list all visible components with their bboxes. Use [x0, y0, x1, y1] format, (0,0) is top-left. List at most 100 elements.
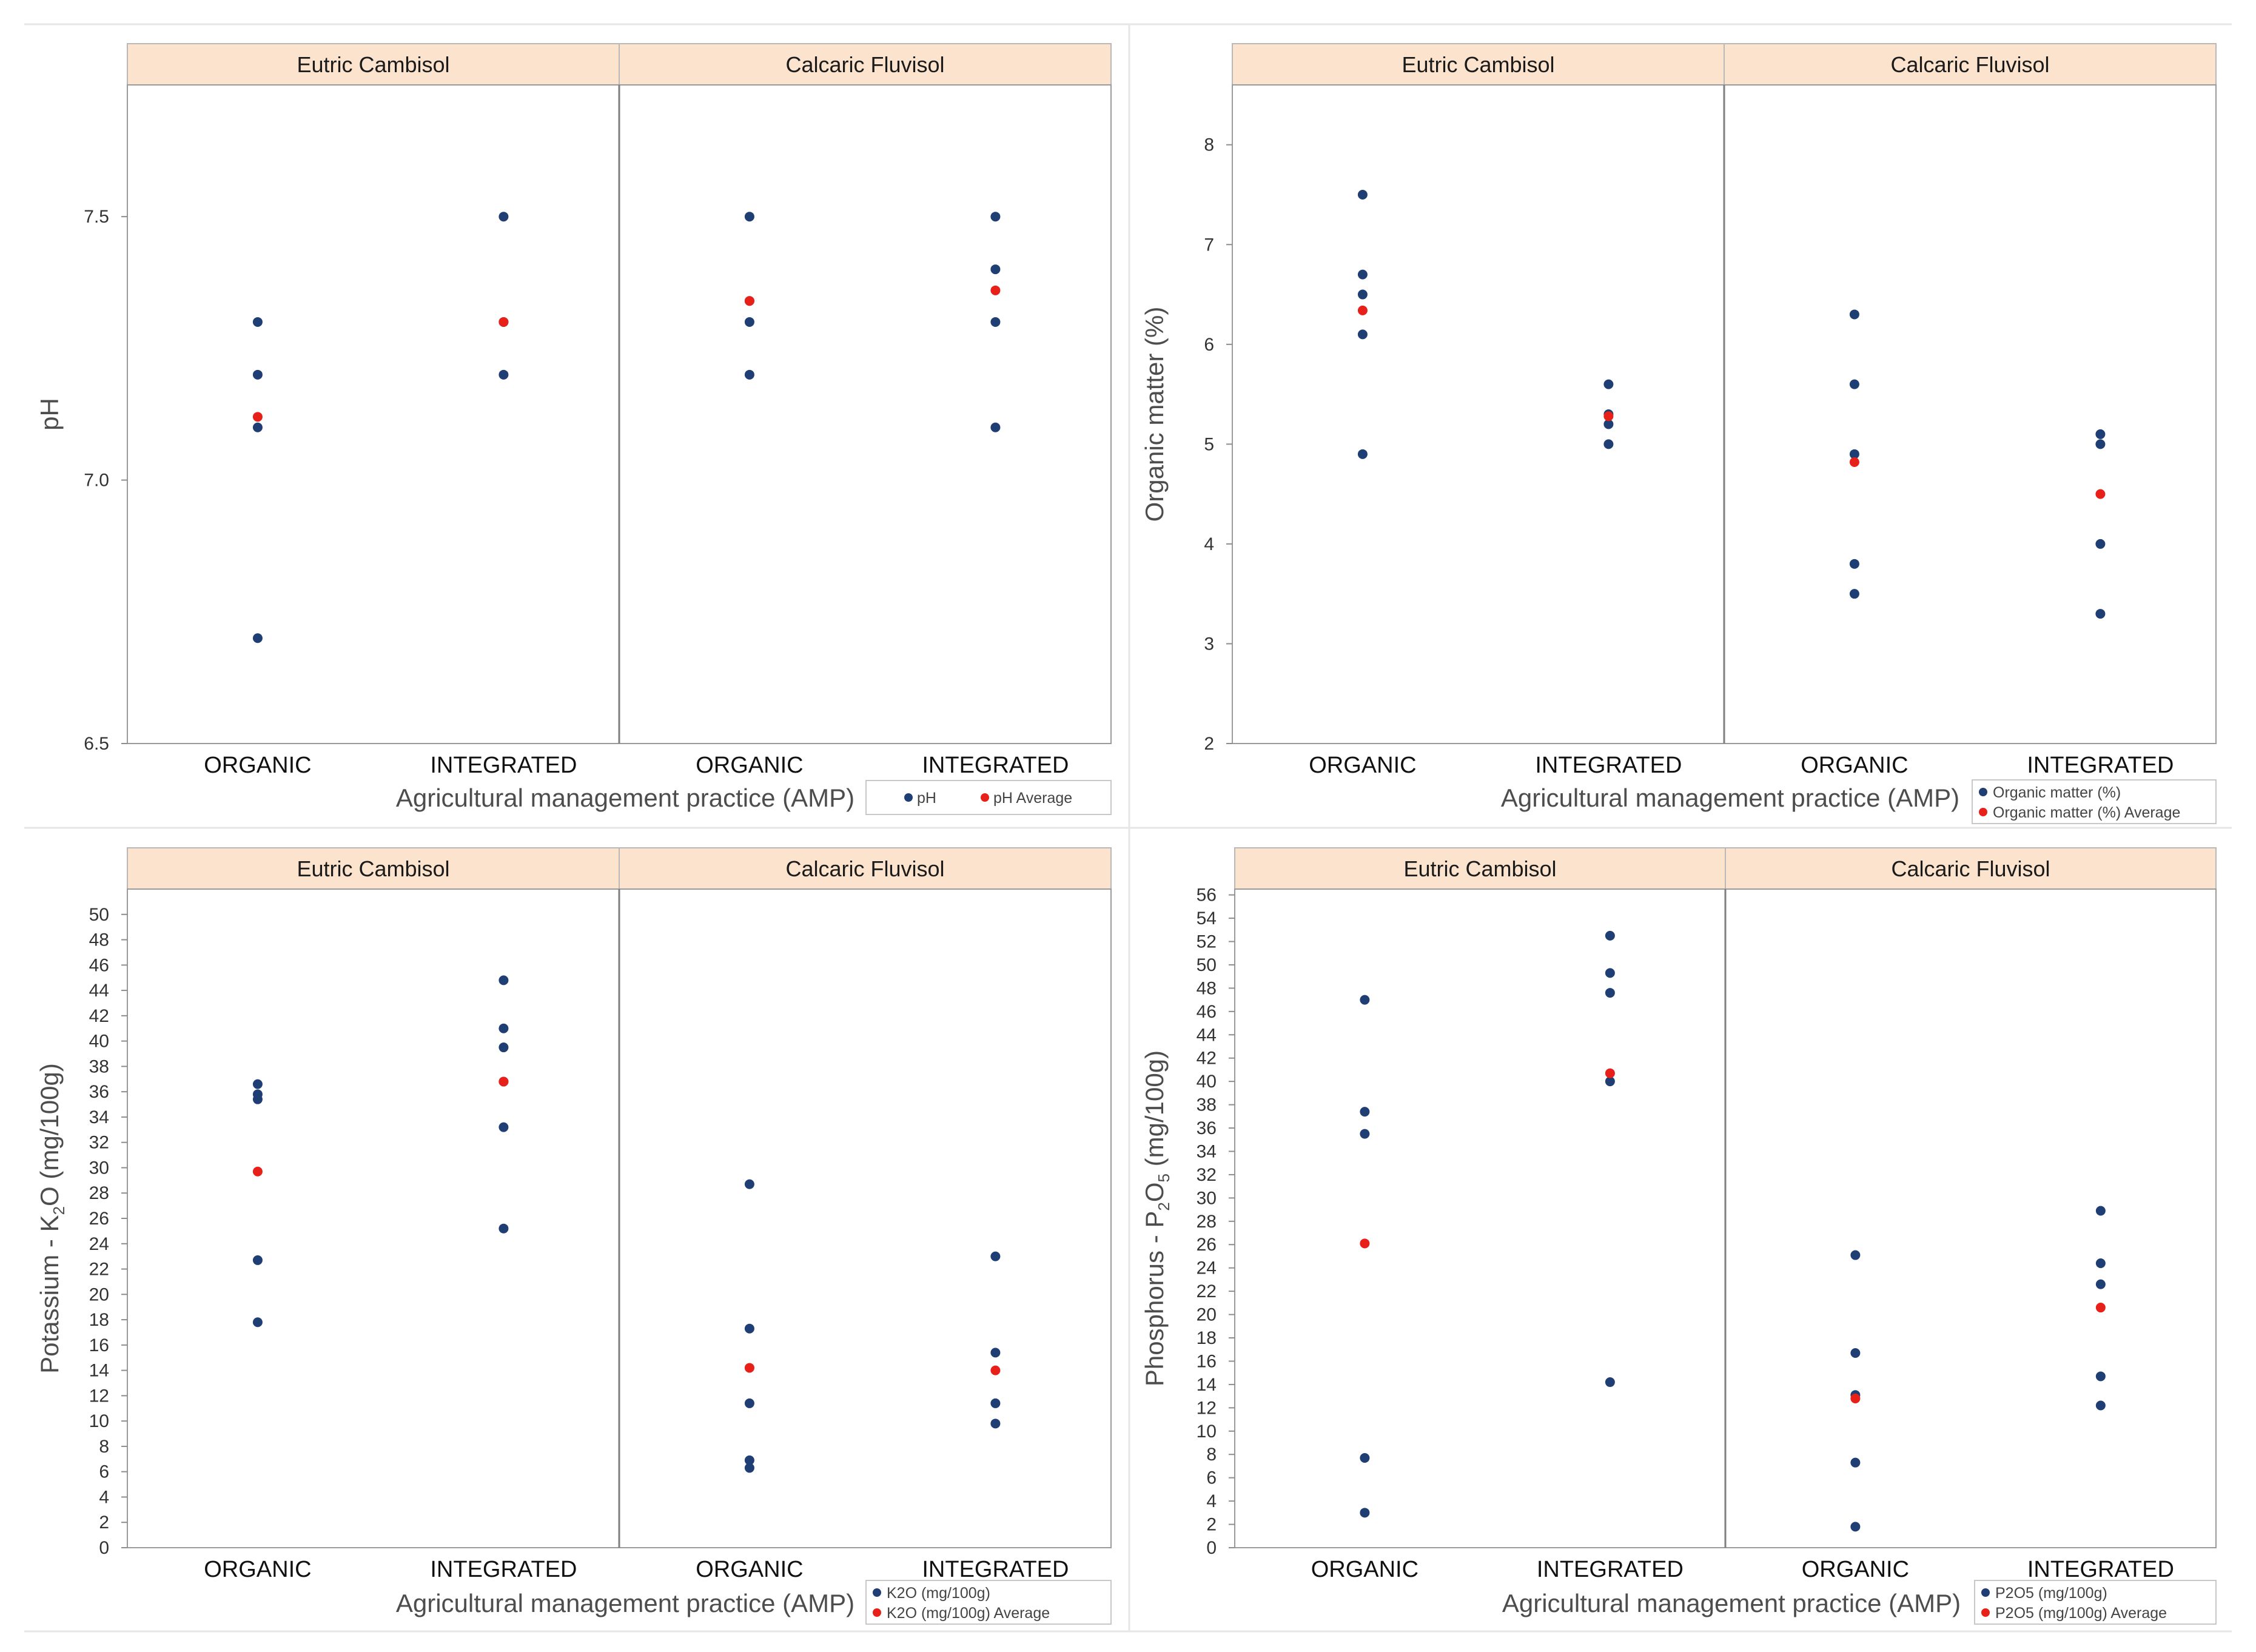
legend-label: pH	[917, 790, 936, 807]
legend-marker-average	[1979, 808, 1987, 816]
chart-om: Eutric Cambisol Calcaric Fluvisol 2 3 4 5 6 7 8 O…	[1140, 43, 2217, 824]
y-tick-label: 10	[89, 1411, 109, 1431]
y-tick-label: 42	[1197, 1049, 1217, 1069]
y-tick-label: 4	[99, 1487, 109, 1507]
y-tick-label: 14	[89, 1361, 109, 1381]
legend-marker-points	[1981, 1588, 1990, 1597]
y-tick-label: 14	[1197, 1375, 1217, 1395]
data-point	[1605, 988, 1615, 998]
legend-box	[865, 1580, 1112, 1625]
legend-label: P2O5 (mg/100g) Average	[1995, 1605, 2167, 1622]
y-tick-label: 30	[1197, 1188, 1217, 1208]
y-tick-label: 48	[1197, 978, 1217, 998]
facet-strip	[619, 847, 1112, 890]
y-tick-label: 8	[1204, 135, 1214, 155]
y-tick-label: 8	[99, 1437, 109, 1457]
y-tick-label: 48	[89, 930, 109, 950]
data-point	[1849, 559, 1859, 569]
y-tick-label: 16	[89, 1335, 109, 1355]
y-tick-label: 40	[1197, 1072, 1217, 1092]
data-point	[252, 1317, 263, 1328]
legend-marker-average	[981, 793, 989, 802]
data-point	[744, 317, 754, 327]
legend-marker-average	[873, 1608, 881, 1617]
data-point	[499, 1043, 509, 1053]
data-point	[252, 1094, 263, 1104]
data-point	[1605, 968, 1615, 978]
y-axis-title-part: (mg/100g)	[1140, 1050, 1169, 1174]
y-tick-label: 44	[1197, 1025, 1217, 1045]
x-category-label: ORGANIC	[204, 1557, 311, 1582]
y-tick-label: 40	[89, 1032, 109, 1052]
x-axis-title: Agricultural management practice (AMP)	[396, 1589, 854, 1617]
x-category-label: INTEGRATED	[1537, 1557, 1684, 1582]
y-tick-label: 12	[89, 1386, 109, 1406]
average-point	[1603, 411, 1614, 421]
data-point	[2095, 1258, 2106, 1269]
x-category-label: INTEGRATED	[1535, 753, 1682, 778]
data-point	[252, 633, 263, 643]
y-tick-label: 34	[89, 1107, 109, 1127]
x-category-label: ORGANIC	[696, 753, 803, 778]
y-tick-label: 7.0	[84, 471, 109, 491]
data-point	[1850, 1457, 1861, 1468]
data-point	[2095, 1279, 2106, 1289]
data-point	[744, 212, 754, 222]
y-tick-label: 32	[89, 1133, 109, 1153]
facet-strip	[127, 43, 620, 86]
legend-label: P2O5 (mg/100g)	[1995, 1585, 2107, 1602]
chart-p2o5: Eutric Cambisol Calcaric Fluvisol02468101…	[1140, 847, 2217, 1625]
average-point	[744, 1363, 754, 1373]
data-point	[1357, 289, 1368, 300]
data-point	[2095, 1400, 2106, 1411]
y-tick-label: 50	[1197, 955, 1217, 975]
data-point	[2095, 429, 2106, 439]
legend-label: pH Average	[993, 790, 1072, 807]
legend-marker-points	[904, 793, 913, 802]
legend-label: K2O (mg/100g)	[887, 1585, 990, 1602]
y-tick-label: 26	[1197, 1235, 1217, 1255]
y-tick-label: 2	[1204, 734, 1214, 754]
y-axis-title-part: Potassium - K	[35, 1215, 64, 1373]
average-point	[1360, 1238, 1370, 1249]
data-point	[1357, 190, 1368, 200]
y-tick-label: 50	[89, 905, 109, 925]
y-tick-label: 26	[89, 1209, 109, 1229]
y-tick-label: 46	[89, 955, 109, 975]
data-point	[499, 975, 509, 985]
x-category-label: ORGANIC	[696, 1557, 803, 1582]
x-category-label: ORGANIC	[1802, 1557, 1909, 1582]
facet-label: Eutric Cambisol	[297, 856, 449, 881]
data-point	[1849, 449, 1859, 459]
data-point	[2095, 539, 2106, 549]
legend-box	[1974, 1580, 2217, 1625]
data-point	[744, 369, 754, 380]
data-point	[744, 1463, 754, 1473]
y-tick-label: 56	[1197, 885, 1217, 905]
x-category-label: INTEGRATED	[2027, 1557, 2174, 1582]
data-point	[1603, 439, 1614, 449]
data-point	[499, 369, 509, 380]
y-axis-title-part: 5	[1155, 1174, 1173, 1182]
average-point	[1605, 1068, 1615, 1078]
data-point	[744, 1179, 754, 1189]
facet-strip	[1724, 43, 2217, 86]
y-tick-label: 38	[1197, 1095, 1217, 1115]
chart-k2o: Eutric Cambisol Calcaric Fluvisol02468101…	[35, 847, 1112, 1625]
data-point	[252, 422, 263, 432]
data-point	[744, 1398, 754, 1408]
y-tick-label: 4	[1206, 1491, 1217, 1511]
average-point	[252, 412, 263, 422]
data-point	[1360, 995, 1370, 1005]
data-point	[1849, 309, 1859, 320]
x-category-label: ORGANIC	[1801, 753, 1908, 778]
y-axis-title-part: O	[1140, 1182, 1169, 1202]
data-point	[990, 317, 1001, 327]
facet-label: Eutric Cambisol	[297, 52, 449, 77]
y-tick-label: 34	[1197, 1141, 1217, 1161]
data-point	[252, 369, 263, 380]
data-point	[1605, 1377, 1615, 1388]
y-tick-label: 36	[1197, 1118, 1217, 1138]
data-point	[990, 1419, 1001, 1429]
data-point	[744, 1455, 754, 1465]
